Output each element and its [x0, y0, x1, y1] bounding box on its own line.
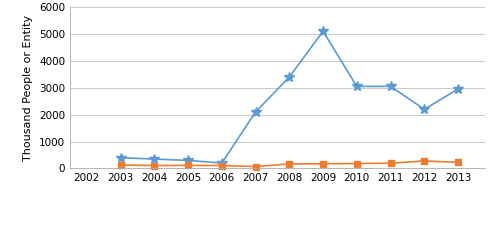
Individual Taxpayer — [185, 159, 191, 162]
Corporate Taxpayer — [422, 160, 428, 162]
Line: Individual Taxpayer: Individual Taxpayer — [116, 26, 463, 168]
Individual Taxpayer — [286, 76, 292, 78]
Individual Taxpayer — [252, 110, 258, 113]
Corporate Taxpayer — [388, 162, 394, 165]
Corporate Taxpayer — [252, 165, 258, 168]
Individual Taxpayer — [388, 85, 394, 88]
Individual Taxpayer — [118, 156, 124, 159]
Corporate Taxpayer — [455, 161, 461, 164]
Corporate Taxpayer — [152, 164, 158, 167]
Line: Corporate Taxpayer: Corporate Taxpayer — [117, 157, 462, 170]
Corporate Taxpayer — [219, 164, 225, 167]
Corporate Taxpayer — [185, 164, 191, 167]
Y-axis label: Thousand People or Entity: Thousand People or Entity — [24, 15, 34, 161]
Individual Taxpayer — [422, 108, 428, 111]
Individual Taxpayer — [354, 85, 360, 88]
Corporate Taxpayer — [286, 162, 292, 165]
Individual Taxpayer — [152, 158, 158, 161]
Corporate Taxpayer — [320, 162, 326, 165]
Corporate Taxpayer — [354, 162, 360, 165]
Individual Taxpayer — [320, 30, 326, 33]
Individual Taxpayer — [455, 88, 461, 91]
Individual Taxpayer — [219, 162, 225, 165]
Corporate Taxpayer — [118, 164, 124, 166]
